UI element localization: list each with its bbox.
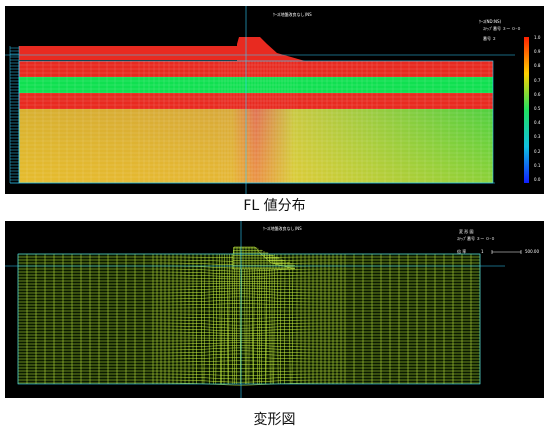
colorbar-tick-label: 1.0: [534, 35, 540, 40]
fl-distribution-plot: [5, 6, 544, 194]
scale-bar: [492, 250, 521, 254]
def-legend-scale-label: 倍 率: [457, 249, 466, 255]
fl-legend-title: ｹｰｽ(ND:NS): [479, 19, 501, 25]
colorbar-tick-label: 0.8: [534, 63, 540, 68]
colorbar-tick-label: 0.1: [534, 163, 540, 168]
colorbar-tick-label: 0.7: [534, 78, 540, 83]
caption-fl-distribution: FL 値分布: [0, 195, 549, 215]
deformation-plot: [5, 221, 544, 398]
layer-lower-shade: [19, 109, 493, 183]
fl-legend-step: ｽﾃｯﾌﾟ番号 ３ー ０-０: [483, 26, 521, 32]
def-legend-scale-end: 500.00: [525, 249, 539, 254]
def-legend-scale-value: 1: [481, 249, 484, 254]
colorbar-tick-label: 0.0: [534, 177, 540, 182]
caption-deformation: 変形図: [0, 409, 549, 429]
colorbar-tick-label: 0.5: [534, 106, 540, 111]
fl-legend-row: 番号 ２: [483, 36, 496, 42]
upper-fill-left: [19, 46, 237, 60]
colorbar-tick-label: 0.3: [534, 134, 540, 139]
fl-panel-header: ｹｰｽ(地盤改良なし)NS: [273, 12, 312, 18]
def-panel-header: ｹｰｽ(地盤改良なし)NS: [263, 226, 302, 232]
fl-distribution-panel: ｹｰｽ(地盤改良なし)NS ｹｰｽ(ND:NS) ｽﾃｯﾌﾟ番号 ３ー ０-０ …: [5, 6, 544, 194]
colorbar-tick-label: 0.4: [534, 120, 540, 125]
def-legend-step: ｽﾃｯﾌﾟ番号 ３ー ０-０: [457, 236, 495, 242]
def-legend-title: 変 形 図: [459, 229, 474, 235]
colorbar-tick-label: 0.6: [534, 92, 540, 97]
colorbar-tick-label: 0.2: [534, 149, 540, 154]
embankment: [237, 37, 305, 61]
colorbar: [524, 37, 529, 183]
left-boundary: [10, 46, 19, 183]
deformation-panel: ｹｰｽ(地盤改良なし)NS 変 形 図 ｽﾃｯﾌﾟ番号 ３ー ０-０ 倍 率 1…: [5, 221, 544, 398]
colorbar-tick-label: 0.9: [534, 49, 540, 54]
